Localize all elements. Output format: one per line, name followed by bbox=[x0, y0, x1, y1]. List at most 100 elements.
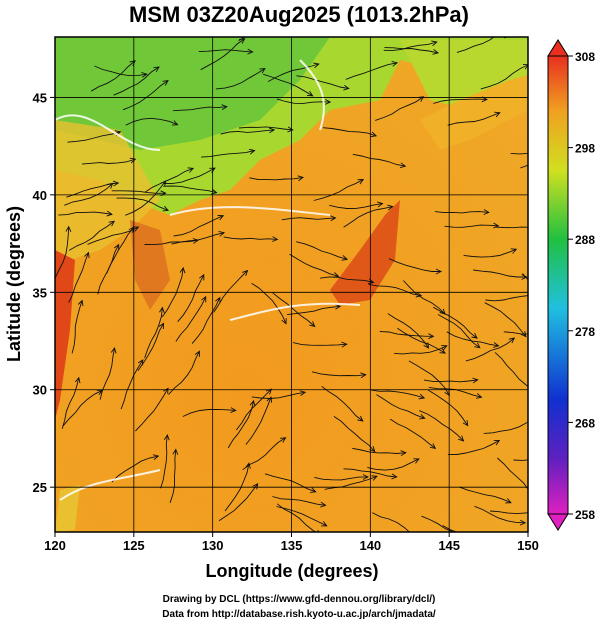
streamline bbox=[238, 126, 293, 131]
streamline bbox=[345, 62, 398, 80]
streamline-arrow bbox=[462, 420, 469, 427]
streamline bbox=[113, 66, 160, 96]
streamline-arrow bbox=[194, 350, 200, 357]
streamline-arrow bbox=[113, 243, 120, 251]
colorbar-tick-label: 258 bbox=[575, 508, 595, 522]
streamline-arrow bbox=[320, 501, 327, 508]
streamline bbox=[144, 239, 199, 246]
streamline-arrow bbox=[159, 306, 165, 314]
streamline-arrow bbox=[65, 225, 72, 232]
streamline bbox=[444, 224, 499, 228]
streamline bbox=[447, 112, 500, 126]
colorbar-tick-label: 278 bbox=[575, 325, 595, 339]
streamline-arrow bbox=[343, 84, 350, 91]
streamline-arrow bbox=[458, 435, 465, 442]
streamline bbox=[379, 331, 434, 337]
streamline-arrow bbox=[505, 498, 512, 504]
streamline-arrow bbox=[391, 473, 398, 480]
streamline bbox=[198, 49, 253, 53]
streamline bbox=[494, 352, 528, 387]
colorbar-tick-label: 268 bbox=[575, 416, 595, 430]
streamline-arrow bbox=[493, 440, 501, 446]
streamline-arrow bbox=[412, 535, 417, 540]
streamline bbox=[68, 220, 115, 251]
streamline-arrow bbox=[357, 179, 365, 185]
streamline-arrow bbox=[415, 291, 423, 298]
streamline-arrow bbox=[530, 419, 536, 424]
streamline bbox=[223, 236, 278, 240]
streamline-arrow bbox=[272, 236, 279, 242]
streamline-arrow bbox=[107, 182, 114, 189]
streamline bbox=[286, 305, 341, 316]
x-tick-label: 125 bbox=[123, 538, 145, 553]
streamline bbox=[227, 400, 255, 449]
streamline bbox=[446, 331, 499, 347]
streamline-arrow bbox=[377, 201, 384, 208]
streamline-arrow bbox=[321, 521, 328, 527]
streamline-arrow bbox=[249, 148, 256, 155]
streamline bbox=[322, 127, 377, 137]
streamline bbox=[447, 440, 500, 455]
streamline-arrow bbox=[108, 220, 116, 227]
streamline bbox=[463, 248, 517, 258]
streamline bbox=[81, 158, 136, 165]
streamline bbox=[242, 437, 286, 471]
y-tick-label: 30 bbox=[33, 383, 47, 398]
colorbar-bottom-arrow bbox=[547, 513, 569, 531]
streamline bbox=[90, 60, 136, 92]
streamline bbox=[249, 176, 304, 181]
streamline-arrow bbox=[324, 99, 332, 105]
streamline bbox=[276, 503, 317, 532]
colorbar-top-arrow bbox=[547, 39, 569, 57]
streamline-arrow bbox=[439, 348, 446, 354]
streamline-arrow bbox=[521, 274, 528, 280]
y-tick-label: 45 bbox=[33, 90, 47, 105]
streamline-arrow bbox=[370, 131, 378, 138]
streamline bbox=[421, 515, 455, 532]
streamline bbox=[218, 483, 259, 522]
streamline bbox=[408, 360, 450, 396]
chart-title: MSM 03Z20Aug2025 (1013.2hPa) bbox=[129, 2, 469, 27]
streamline-arrow bbox=[179, 266, 186, 274]
streamline bbox=[333, 416, 376, 452]
colorbar-tick-label: 288 bbox=[575, 233, 595, 247]
streamline-arrow bbox=[171, 120, 179, 126]
streamline bbox=[171, 232, 225, 245]
streamline bbox=[368, 283, 422, 297]
streamline-arrow bbox=[163, 387, 169, 394]
x-tick-label: 150 bbox=[517, 538, 539, 553]
streamline-arrow bbox=[84, 251, 90, 259]
streamline bbox=[296, 241, 348, 260]
streamline bbox=[484, 302, 527, 337]
streamline bbox=[163, 167, 216, 184]
streamline-arrow bbox=[77, 299, 84, 307]
streamline-arrow bbox=[287, 126, 294, 133]
streamline-arrow bbox=[74, 376, 81, 384]
streamline-arrow bbox=[471, 332, 478, 339]
streamline bbox=[343, 206, 393, 228]
streamline-arrow bbox=[474, 342, 481, 349]
streamline-arrow bbox=[391, 60, 399, 67]
streamline-arrow bbox=[533, 292, 538, 297]
streamline-arrow bbox=[152, 454, 160, 460]
streamline bbox=[480, 64, 528, 90]
streamline bbox=[320, 276, 374, 283]
streamline bbox=[402, 280, 446, 315]
streamline-arrow bbox=[418, 393, 426, 400]
streamline bbox=[116, 197, 169, 211]
streamline bbox=[352, 447, 406, 454]
streamline bbox=[251, 391, 306, 399]
y-axis-label: Latitude (degrees) bbox=[4, 206, 24, 362]
colorbar-tick-label: 298 bbox=[575, 142, 595, 156]
streamline-arrow bbox=[334, 303, 342, 310]
streamline bbox=[58, 211, 112, 216]
streamline-arrow bbox=[519, 519, 527, 526]
streamline-arrow bbox=[221, 104, 228, 111]
streamline-arrow bbox=[435, 268, 443, 275]
colorbar-tick-label: 308 bbox=[575, 50, 595, 64]
streamline-arrow bbox=[387, 204, 394, 211]
streamline-arrow bbox=[310, 487, 317, 493]
streamline-arrow bbox=[247, 48, 254, 55]
streamline-arrow bbox=[215, 296, 221, 304]
